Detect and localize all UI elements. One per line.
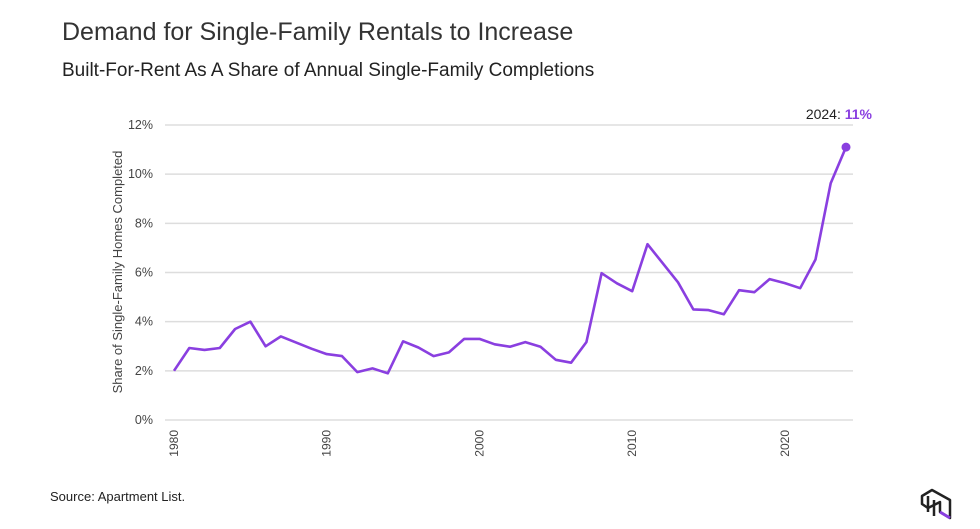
x-tick-label: 2000 bbox=[472, 430, 486, 457]
chart-title: Demand for Single-Family Rentals to Incr… bbox=[62, 18, 574, 46]
chart-subtitle: Built-For-Rent As A Share of Annual Sing… bbox=[62, 60, 595, 81]
y-tick-label: 0% bbox=[135, 413, 153, 427]
y-tick-label: 2% bbox=[135, 364, 153, 378]
x-tick-label: 2010 bbox=[625, 430, 639, 457]
brand-logo-icon bbox=[920, 488, 952, 520]
endpoint-annotation: 2024: 11% bbox=[806, 106, 873, 122]
x-tick-label: 2020 bbox=[778, 430, 792, 457]
y-axis-label: Share of Single-Family Homes Completed bbox=[110, 151, 125, 394]
x-tick-label: 1980 bbox=[167, 430, 181, 457]
x-tick-label: 1990 bbox=[320, 430, 334, 457]
y-tick-label: 6% bbox=[135, 266, 153, 280]
endpoint-marker bbox=[841, 142, 851, 152]
y-tick-label: 8% bbox=[135, 216, 153, 230]
series-line bbox=[172, 146, 848, 375]
y-tick-label: 4% bbox=[135, 315, 153, 329]
y-tick-label: 10% bbox=[128, 167, 153, 181]
y-tick-label: 12% bbox=[128, 118, 153, 132]
source-note: Source: Apartment List. bbox=[50, 489, 186, 504]
